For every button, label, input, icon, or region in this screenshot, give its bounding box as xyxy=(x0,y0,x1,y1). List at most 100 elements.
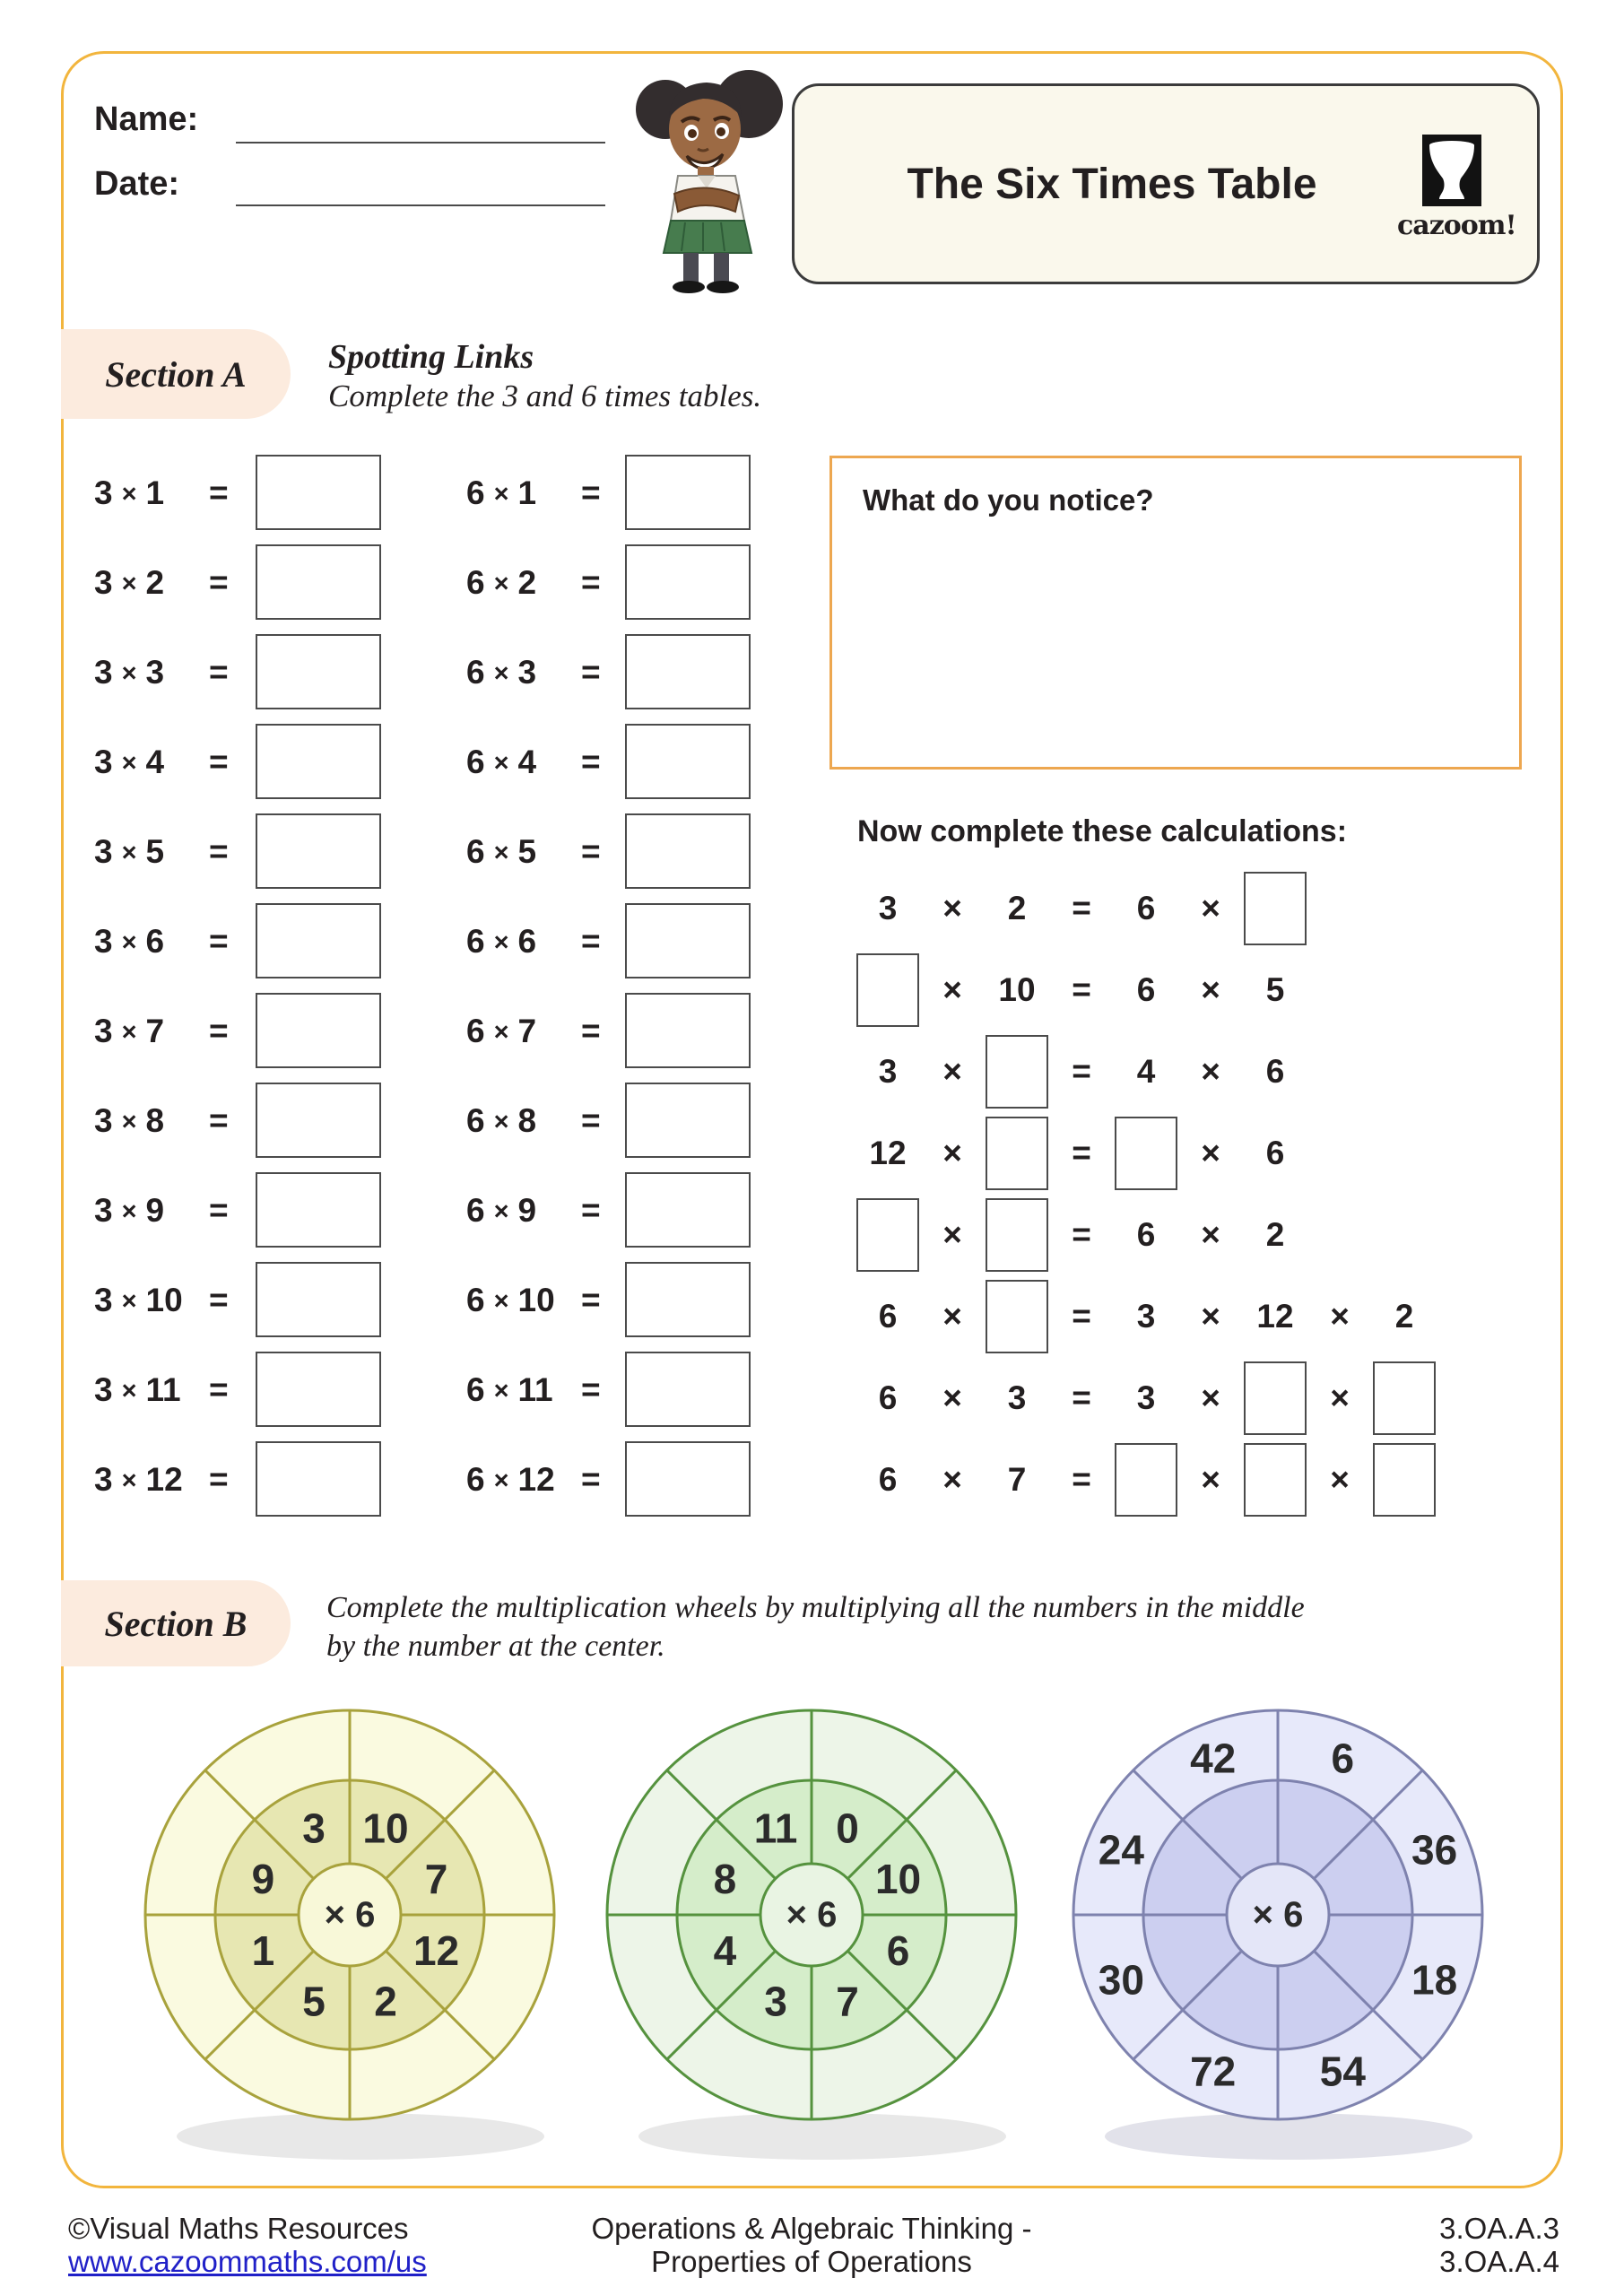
section-a-instruction: Complete the 3 and 6 times tables. xyxy=(328,378,762,413)
times-table-row: 3 × 6 = 6 × 6 = xyxy=(94,903,847,980)
answer-box[interactable] xyxy=(625,544,751,620)
calculation-row: 12 × = × 6 xyxy=(855,1113,1307,1194)
answer-box-cell xyxy=(1243,1361,1307,1435)
answer-box[interactable] xyxy=(256,1262,381,1337)
times-table-expression: 6 × 10 xyxy=(466,1262,555,1339)
date-input-line[interactable] xyxy=(236,204,605,206)
calc-token: 6 xyxy=(878,1379,898,1416)
answer-box[interactable] xyxy=(256,634,381,709)
calc-token: 10 xyxy=(998,971,1036,1008)
answer-box[interactable] xyxy=(1115,1443,1177,1517)
answer-box[interactable] xyxy=(986,1280,1048,1353)
answer-box[interactable] xyxy=(625,1083,751,1158)
answer-box[interactable] xyxy=(625,1172,751,1248)
multiplier: 3 xyxy=(145,654,165,691)
equals-sign: = xyxy=(581,654,601,691)
answer-box-cell xyxy=(1243,872,1307,945)
calc-token: = xyxy=(1072,1379,1091,1416)
answer-box[interactable] xyxy=(256,903,381,978)
answer-box[interactable] xyxy=(986,1198,1048,1272)
wheel-shadow xyxy=(177,2113,544,2160)
wheel-number: 4 xyxy=(714,1927,737,1974)
answer-box[interactable] xyxy=(625,634,751,709)
times-icon: × xyxy=(493,659,509,688)
wheel-divider-line xyxy=(665,1950,777,2061)
times-table-row: 3 × 4 = 6 × 4 = xyxy=(94,724,847,801)
factor: 6 xyxy=(466,1192,485,1229)
answer-box[interactable] xyxy=(1115,1117,1177,1190)
answer-box[interactable] xyxy=(1373,1361,1436,1435)
wheel-shadow xyxy=(1105,2113,1472,2160)
answer-box[interactable] xyxy=(625,903,751,978)
multiplier: 9 xyxy=(517,1192,537,1229)
answer-box[interactable] xyxy=(1373,1443,1436,1517)
equals-sign: = xyxy=(209,474,229,511)
equals-sign: = xyxy=(581,1013,601,1049)
calc-token: × xyxy=(1201,890,1220,926)
answer-box[interactable] xyxy=(256,455,381,530)
times-table-expression: 3 × 2 xyxy=(94,544,164,622)
answer-box[interactable] xyxy=(625,813,751,889)
times-icon: × xyxy=(493,749,509,778)
equals-sign: = xyxy=(209,1282,229,1318)
factor: 3 xyxy=(94,1013,113,1049)
answer-box[interactable] xyxy=(986,1035,1048,1109)
factor: 3 xyxy=(94,1192,113,1229)
factor: 6 xyxy=(466,1371,485,1408)
factor: 3 xyxy=(94,923,113,960)
answer-box[interactable] xyxy=(625,1352,751,1427)
calc-token: × xyxy=(1201,1135,1220,1171)
multiplier: 1 xyxy=(517,474,537,511)
wheel-number: 3 xyxy=(302,1805,326,1851)
wheel-divider-line xyxy=(385,1950,496,2061)
calc-token: × xyxy=(942,1135,962,1171)
wheel-number: 0 xyxy=(836,1805,859,1851)
answer-box[interactable] xyxy=(256,1441,381,1517)
times-table-row: 3 × 10 = 6 × 10 = xyxy=(94,1262,847,1339)
answer-box[interactable] xyxy=(625,724,751,799)
times-table-expression: 6 × 2 xyxy=(466,544,536,622)
multiplier: 4 xyxy=(145,744,165,780)
answer-box[interactable] xyxy=(856,953,919,1027)
name-input-line[interactable] xyxy=(236,142,605,144)
answer-box[interactable] xyxy=(256,813,381,889)
answer-box[interactable] xyxy=(625,455,751,530)
equals-sign: = xyxy=(209,833,229,870)
answer-box[interactable] xyxy=(1244,1443,1307,1517)
answer-box[interactable] xyxy=(856,1198,919,1272)
multiplier: 12 xyxy=(145,1461,183,1498)
answer-box-cell xyxy=(1372,1443,1437,1517)
times-icon: × xyxy=(493,839,509,867)
answer-box[interactable] xyxy=(256,544,381,620)
answer-box[interactable] xyxy=(625,1262,751,1337)
answer-box[interactable] xyxy=(625,993,751,1068)
answer-box[interactable] xyxy=(1244,1361,1307,1435)
calc-token: 3 xyxy=(1136,1379,1156,1416)
answer-box[interactable] xyxy=(256,993,381,1068)
calc-token: × xyxy=(1330,1379,1350,1416)
calc-token: 6 xyxy=(878,1298,898,1335)
answer-box[interactable] xyxy=(625,1441,751,1517)
answer-box[interactable] xyxy=(1244,872,1307,945)
answer-box[interactable] xyxy=(256,1083,381,1158)
wheel-shadow xyxy=(638,2113,1006,2160)
footer-link[interactable]: www.cazoommaths.com/us xyxy=(68,2245,427,2278)
notice-box[interactable]: What do you notice? xyxy=(829,456,1522,770)
wheel-number: 10 xyxy=(362,1805,408,1851)
answer-box-cell xyxy=(855,1198,920,1272)
wheel-number: 54 xyxy=(1320,2048,1367,2095)
wheel-number: 1 xyxy=(252,1927,275,1974)
equals-sign: = xyxy=(581,1102,601,1139)
notice-prompt: What do you notice? xyxy=(863,483,1154,517)
answer-box[interactable] xyxy=(256,1352,381,1427)
times-icon: × xyxy=(493,1197,509,1226)
calc-token: = xyxy=(1072,1461,1091,1498)
times-icon: × xyxy=(121,659,137,688)
answer-box[interactable] xyxy=(256,724,381,799)
wheel-number: 30 xyxy=(1099,1956,1144,2003)
answer-box[interactable] xyxy=(986,1117,1048,1190)
times-table-expression: 3 × 7 xyxy=(94,993,164,1070)
answer-box[interactable] xyxy=(256,1172,381,1248)
calc-token: × xyxy=(942,1379,962,1416)
times-icon: × xyxy=(121,1108,137,1136)
